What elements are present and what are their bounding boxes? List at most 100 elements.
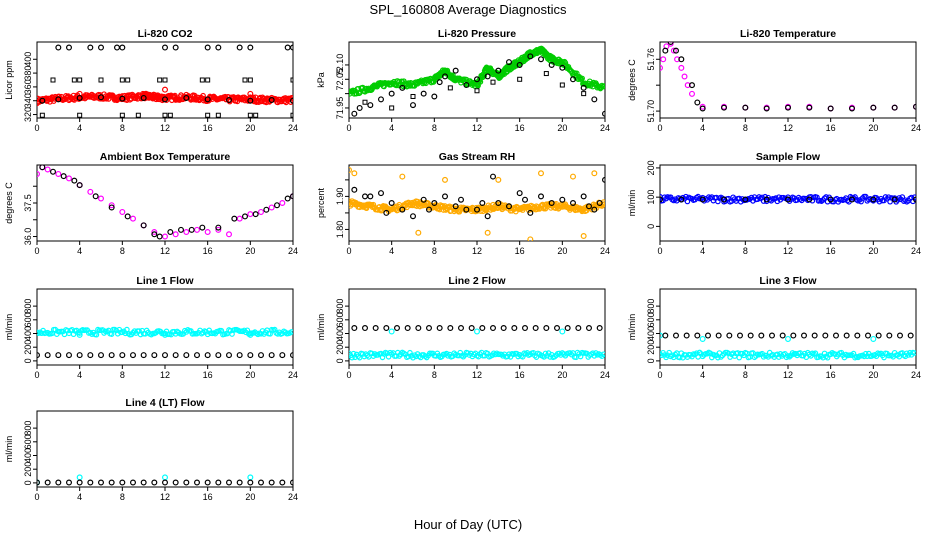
data-point <box>37 479 40 486</box>
y-tick-label: 72.10 <box>335 54 345 77</box>
y-axis-label: Licor ppm <box>4 60 14 100</box>
data-point <box>758 332 765 339</box>
x-tick-label: 16 <box>203 246 213 256</box>
data-point <box>672 332 679 339</box>
data-point <box>569 173 576 180</box>
data-point <box>130 215 137 222</box>
data-point <box>44 352 51 359</box>
x-tick-label: 16 <box>515 123 525 133</box>
data-point <box>258 352 265 359</box>
data-point <box>506 203 513 210</box>
x-tick-label: 20 <box>868 246 878 256</box>
data-point <box>279 200 286 207</box>
data-point <box>848 105 855 112</box>
y-axis-label: kPa <box>316 72 326 88</box>
data-point <box>378 96 385 103</box>
data-point <box>199 77 205 83</box>
data-point <box>151 479 158 486</box>
data-point <box>585 203 592 210</box>
data-point <box>113 44 120 51</box>
data-point <box>55 44 62 51</box>
data-point <box>388 328 395 335</box>
x-tick-label: 0 <box>34 370 39 380</box>
data-point <box>151 229 158 236</box>
x-tick-label: 12 <box>160 246 170 256</box>
data-point <box>268 97 275 104</box>
data-point <box>172 352 179 359</box>
data-point <box>87 188 94 195</box>
data-point <box>907 332 914 339</box>
data-point <box>688 82 695 89</box>
data-point <box>806 104 813 111</box>
data-point <box>290 352 293 359</box>
data-point <box>71 77 77 83</box>
data-point <box>678 56 685 63</box>
data-point <box>458 325 465 332</box>
data-point <box>140 479 147 486</box>
data-point <box>162 96 169 103</box>
data-point <box>823 194 829 200</box>
data-point <box>720 196 727 203</box>
x-tick-label: 20 <box>245 123 255 133</box>
data-point <box>720 104 727 111</box>
data-point <box>76 182 83 189</box>
data-point <box>279 352 286 359</box>
y-tick-label: 800 <box>23 421 33 436</box>
data-point <box>474 88 480 94</box>
data-point <box>378 190 385 197</box>
data-point <box>172 479 179 486</box>
x-tick-label: 12 <box>472 370 482 380</box>
panel-4: Ambient Box Temperature 0 4 8 12 16 20 24 36.0 37… <box>4 151 298 256</box>
data-points <box>349 166 605 241</box>
panel-title: Line 2 Flow <box>448 275 506 287</box>
data-point <box>559 64 566 71</box>
data-point <box>699 335 706 342</box>
data-point <box>543 325 550 332</box>
data-point <box>495 67 502 74</box>
data-point <box>490 79 496 85</box>
data-point <box>600 351 605 358</box>
y-tick-label: 51.70 <box>646 100 656 123</box>
data-point <box>151 352 158 359</box>
x-tick-label: 4 <box>77 492 82 502</box>
data-point <box>258 208 265 215</box>
y-tick-label: 100 <box>646 190 656 205</box>
data-point <box>167 229 174 236</box>
x-tick-label: 0 <box>34 492 39 502</box>
data-point <box>436 79 443 86</box>
data-point <box>119 95 126 102</box>
data-point <box>130 479 137 486</box>
data-point <box>92 193 99 200</box>
data-point <box>870 335 877 342</box>
data-point <box>247 44 254 51</box>
data-point <box>372 325 379 332</box>
data-point <box>891 196 898 203</box>
data-point <box>97 479 104 486</box>
data-point <box>591 206 598 213</box>
data-point <box>65 44 72 51</box>
x-tick-label: 4 <box>77 246 82 256</box>
data-point <box>580 233 587 240</box>
data-point <box>896 332 903 339</box>
data-point <box>747 332 754 339</box>
data-point <box>205 77 211 83</box>
x-tick-label: 8 <box>120 123 125 133</box>
data-point <box>236 479 243 486</box>
data-point <box>678 64 685 71</box>
y-tick-label: 320 <box>23 107 33 122</box>
y-tick-label: 0 <box>335 358 345 363</box>
data-point <box>420 90 427 97</box>
data-point <box>242 77 248 83</box>
data-point <box>662 332 669 339</box>
x-tick-label: 20 <box>245 246 255 256</box>
x-tick-label: 20 <box>557 370 567 380</box>
data-point <box>596 200 603 207</box>
data-point <box>827 105 834 112</box>
x-tick-label: 24 <box>288 370 298 380</box>
data-point <box>521 325 528 332</box>
data-point <box>65 175 72 182</box>
data-point <box>399 84 406 91</box>
